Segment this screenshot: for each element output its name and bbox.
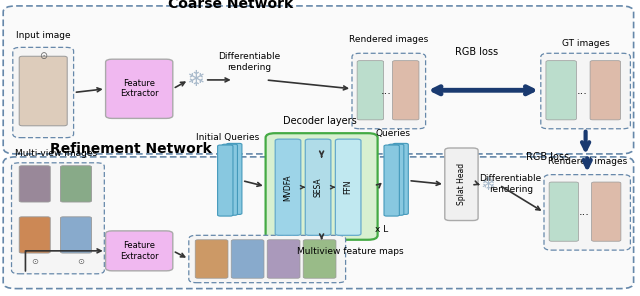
FancyBboxPatch shape xyxy=(195,240,228,278)
FancyBboxPatch shape xyxy=(61,166,92,202)
FancyBboxPatch shape xyxy=(352,53,426,129)
Text: x L: x L xyxy=(376,226,388,234)
FancyBboxPatch shape xyxy=(305,139,331,235)
Text: Initial Queries: Initial Queries xyxy=(196,133,259,142)
FancyBboxPatch shape xyxy=(549,182,579,241)
FancyBboxPatch shape xyxy=(541,53,630,129)
Text: ...: ... xyxy=(380,86,391,96)
Text: Splat Head: Splat Head xyxy=(457,163,466,205)
FancyBboxPatch shape xyxy=(12,163,104,274)
FancyBboxPatch shape xyxy=(222,144,237,215)
FancyBboxPatch shape xyxy=(303,240,336,278)
FancyBboxPatch shape xyxy=(61,217,92,253)
Text: Feature
Extractor: Feature Extractor xyxy=(120,241,159,260)
FancyBboxPatch shape xyxy=(218,145,233,216)
Text: Queries: Queries xyxy=(376,129,410,138)
FancyBboxPatch shape xyxy=(13,47,74,138)
Text: RGB loss: RGB loss xyxy=(526,152,570,163)
FancyBboxPatch shape xyxy=(546,61,577,120)
FancyBboxPatch shape xyxy=(19,56,67,126)
Text: ⊙: ⊙ xyxy=(31,258,38,266)
FancyBboxPatch shape xyxy=(106,59,173,118)
FancyBboxPatch shape xyxy=(189,235,346,283)
Text: FFN: FFN xyxy=(344,180,353,194)
FancyBboxPatch shape xyxy=(445,148,478,221)
FancyBboxPatch shape xyxy=(19,217,50,253)
FancyBboxPatch shape xyxy=(106,231,173,271)
Text: Feature
Extractor: Feature Extractor xyxy=(120,79,159,99)
Text: Rendered images: Rendered images xyxy=(548,157,627,166)
Text: ⊙: ⊙ xyxy=(77,258,84,266)
FancyBboxPatch shape xyxy=(392,61,419,120)
Text: Rendered images: Rendered images xyxy=(349,35,429,44)
Text: Coarse Network: Coarse Network xyxy=(168,0,293,11)
Text: RGB loss: RGB loss xyxy=(455,46,499,57)
FancyBboxPatch shape xyxy=(227,143,242,214)
Text: Input image: Input image xyxy=(15,31,70,40)
FancyBboxPatch shape xyxy=(384,145,399,216)
Text: Multiview feature maps: Multiview feature maps xyxy=(298,247,404,256)
FancyBboxPatch shape xyxy=(275,139,301,235)
Text: Differentiable
rendering: Differentiable rendering xyxy=(218,52,281,72)
FancyBboxPatch shape xyxy=(268,240,300,278)
FancyBboxPatch shape xyxy=(357,61,383,120)
FancyBboxPatch shape xyxy=(3,6,634,154)
Text: ...: ... xyxy=(577,86,588,96)
FancyBboxPatch shape xyxy=(544,175,630,250)
FancyBboxPatch shape xyxy=(266,133,378,240)
Text: Differentiable
rendering: Differentiable rendering xyxy=(479,174,542,194)
FancyBboxPatch shape xyxy=(19,166,50,202)
FancyBboxPatch shape xyxy=(590,61,621,120)
Text: Multi-view images: Multi-view images xyxy=(15,149,97,158)
Text: ⊙: ⊙ xyxy=(39,51,47,61)
Text: GT images: GT images xyxy=(563,39,610,48)
FancyBboxPatch shape xyxy=(591,182,621,241)
FancyBboxPatch shape xyxy=(388,144,404,215)
FancyBboxPatch shape xyxy=(393,143,408,214)
Text: ❄: ❄ xyxy=(480,176,495,194)
Text: Refinement Network: Refinement Network xyxy=(51,142,212,156)
Text: ❄: ❄ xyxy=(186,70,205,90)
Text: SESA: SESA xyxy=(314,177,323,197)
FancyBboxPatch shape xyxy=(335,139,361,235)
Text: MVDFA: MVDFA xyxy=(284,174,292,200)
Text: ...: ... xyxy=(579,207,589,217)
FancyBboxPatch shape xyxy=(3,157,634,289)
FancyBboxPatch shape xyxy=(231,240,264,278)
Text: Decoder layers: Decoder layers xyxy=(283,116,357,126)
